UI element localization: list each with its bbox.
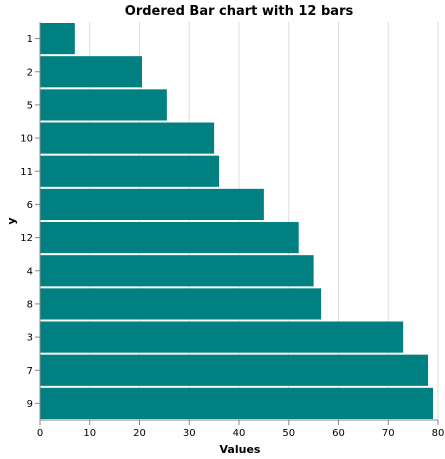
bar-12 (40, 222, 299, 254)
y-tick-label: 5 (27, 100, 33, 111)
x-tick-label: 20 (133, 428, 146, 439)
y-tick-label: 12 (20, 233, 33, 244)
x-tick-label: 50 (282, 428, 295, 439)
bar-11 (40, 155, 220, 187)
bar-1 (40, 23, 75, 55)
x-tick-label: 0 (37, 428, 43, 439)
x-tick-label: 60 (332, 428, 345, 439)
y-tick-label: 6 (27, 200, 33, 211)
bar-8 (40, 288, 322, 320)
y-tick-label: 7 (27, 366, 33, 377)
bar-9 (40, 387, 434, 419)
x-tick-label: 40 (233, 428, 246, 439)
x-axis-title: Values (220, 443, 261, 456)
bar-2 (40, 56, 142, 88)
chart-title: Ordered Bar chart with 12 bars (125, 4, 354, 19)
bar-5 (40, 89, 167, 121)
bar-6 (40, 188, 264, 220)
grid-lines (39, 22, 439, 420)
y-tick-label: 2 (27, 67, 33, 78)
y-tick-label: 1 (27, 34, 33, 45)
bars (40, 23, 434, 419)
y-axis-title: y (5, 217, 18, 224)
y-tick-label: 4 (27, 266, 33, 277)
y-tick-label: 9 (27, 399, 33, 410)
x-tick-label: 30 (183, 428, 196, 439)
y-tick-label: 11 (20, 167, 33, 178)
y-tick-label: 3 (27, 333, 33, 344)
y-tick-label: 10 (20, 134, 33, 145)
bar-7 (40, 354, 429, 386)
bar-10 (40, 122, 215, 154)
x-tick-label: 10 (83, 428, 96, 439)
y-tick-label: 8 (27, 299, 33, 310)
bar-3 (40, 321, 404, 353)
x-tick-label: 70 (382, 428, 395, 439)
x-tick-label: 80 (432, 428, 445, 439)
bar-4 (40, 255, 314, 287)
